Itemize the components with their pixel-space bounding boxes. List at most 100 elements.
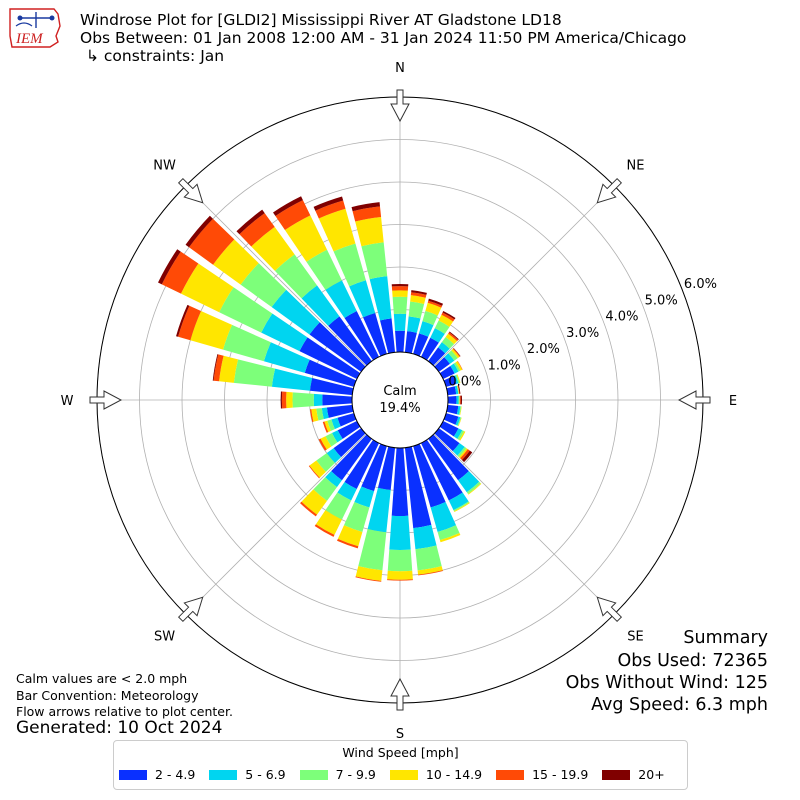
wind-bar-segment bbox=[387, 579, 413, 581]
logo-text: IEM bbox=[15, 31, 44, 47]
wind-bar-segment bbox=[449, 331, 459, 340]
legend-item: 10 - 14.9 bbox=[389, 767, 483, 782]
wind-bar-segment bbox=[318, 438, 327, 451]
direction-label: W bbox=[61, 394, 74, 409]
wind-bar-segment bbox=[223, 324, 271, 362]
wind-bar-segment bbox=[420, 337, 439, 361]
wind-bar-segment bbox=[337, 420, 361, 439]
wind-bar-segment bbox=[318, 208, 356, 252]
wind-bar-segment bbox=[308, 465, 320, 479]
wind-bar-segment bbox=[304, 359, 357, 387]
wind-bar-segment bbox=[271, 289, 320, 335]
wind-bar-segment bbox=[391, 447, 409, 516]
legend-swatch bbox=[299, 769, 328, 780]
wind-bar-segment bbox=[158, 249, 181, 285]
legend-label: 20+ bbox=[638, 767, 665, 782]
wind-bar-segment bbox=[441, 337, 455, 349]
wind-bar-segment bbox=[439, 533, 461, 543]
angular-gridline bbox=[433, 185, 615, 367]
summary-avg-speed: Avg Speed: 6.3 mph bbox=[591, 695, 768, 715]
wind-bar-segment bbox=[344, 310, 380, 361]
wind-bar-segment bbox=[458, 471, 480, 493]
wind-bar-segment bbox=[337, 481, 357, 501]
radial-tick-label: 6.0% bbox=[684, 277, 717, 292]
wind-bar-segment bbox=[455, 374, 460, 384]
wind-bar-segment bbox=[442, 310, 456, 320]
wind-bar-segment bbox=[331, 434, 372, 481]
flow-arrow-icon bbox=[177, 596, 204, 623]
wind-bar-segment bbox=[324, 420, 331, 433]
wind-bar-segment bbox=[261, 313, 308, 352]
bar-convention-note: Bar Convention: Meteorology bbox=[16, 688, 199, 703]
wind-bar-segment bbox=[349, 280, 376, 318]
wind-bar-segment bbox=[236, 209, 265, 235]
wind-bar-segment bbox=[446, 386, 457, 396]
wind-bar-segment bbox=[275, 200, 311, 231]
wind-bar-segment bbox=[161, 251, 199, 294]
wind-bar-segment bbox=[251, 226, 295, 271]
flow-arrow-icon bbox=[390, 677, 410, 711]
wind-bar-segment bbox=[355, 216, 384, 247]
wind-bar-segment bbox=[328, 316, 372, 366]
wind-bar-segment bbox=[315, 200, 346, 219]
wind-bar-segment bbox=[458, 448, 468, 459]
legend-item: 7 - 9.9 bbox=[299, 767, 376, 782]
legend-label: 5 - 6.9 bbox=[245, 767, 286, 782]
wind-bar-segment bbox=[389, 515, 411, 550]
wind-bar-segment bbox=[458, 406, 462, 416]
wind-bar-segment bbox=[190, 310, 233, 350]
wind-bar-segment bbox=[459, 406, 462, 416]
wind-bar-segment bbox=[395, 330, 405, 353]
wind-bar-segment bbox=[430, 502, 457, 532]
wind-bar-segment bbox=[377, 446, 396, 491]
flow-arrow-icon bbox=[89, 390, 123, 410]
wind-bar-segment bbox=[322, 421, 329, 433]
wind-bar-segment bbox=[422, 310, 438, 326]
wind-bar-segment bbox=[314, 524, 335, 537]
legend-item: 5 - 6.9 bbox=[209, 767, 286, 782]
direction-label: E bbox=[729, 394, 737, 409]
direction-label: S bbox=[396, 727, 404, 742]
calm-label: Calm bbox=[383, 384, 416, 399]
legend-label: 2 - 4.9 bbox=[155, 767, 196, 782]
wind-bar-segment bbox=[343, 502, 370, 532]
wind-bar-segment bbox=[415, 545, 442, 571]
legend-label: 10 - 14.9 bbox=[425, 767, 483, 782]
wind-bar-segment bbox=[354, 486, 375, 508]
speed-legend: Wind Speed [mph] 2 - 4.9 5 - 6.9 7 - 9.9 10… bbox=[113, 740, 688, 790]
wind-bar-segment bbox=[430, 328, 445, 343]
wind-bar-segment bbox=[331, 417, 341, 430]
wind-bar-segment bbox=[455, 361, 463, 371]
wind-bar-segment bbox=[456, 374, 461, 384]
wind-bar-segment bbox=[361, 443, 387, 492]
direction-label: NE bbox=[626, 159, 644, 174]
wind-bar-segment bbox=[176, 304, 190, 337]
wind-bar-segment bbox=[301, 285, 340, 326]
wind-bar-segment bbox=[457, 446, 467, 458]
radial-tick-label: 5.0% bbox=[645, 293, 678, 308]
wind-bar-segment bbox=[439, 365, 455, 380]
flow-arrow-note: Flow arrows relative to plot center. bbox=[16, 704, 233, 719]
summary-obs-without-wind: Obs Without Wind: 125 bbox=[565, 673, 768, 693]
wind-bar-segment bbox=[393, 313, 407, 331]
wind-bar-segment bbox=[451, 348, 460, 359]
wind-bar-segment bbox=[452, 443, 465, 456]
radial-tick-label: 1.0% bbox=[488, 358, 521, 373]
wind-bar-segment bbox=[355, 576, 382, 582]
wind-bar-segment bbox=[457, 385, 460, 394]
angular-gridline bbox=[185, 185, 367, 367]
wind-bar-segment bbox=[438, 314, 454, 327]
wind-bar-segment bbox=[358, 528, 387, 571]
wind-bar-segment bbox=[458, 417, 462, 427]
wind-bar-segment bbox=[456, 406, 461, 415]
legend-label: 15 - 19.9 bbox=[532, 767, 589, 782]
wind-bar-segment bbox=[407, 316, 421, 333]
wind-bar-segment bbox=[274, 254, 318, 299]
wind-bar-segment bbox=[461, 450, 473, 463]
wind-bar-segment bbox=[333, 243, 366, 287]
legend-item: 2 - 4.9 bbox=[119, 767, 195, 782]
wind-bar-segment bbox=[447, 395, 457, 405]
wind-bar-segment bbox=[327, 419, 335, 431]
calm-value: 19.4% bbox=[379, 401, 420, 416]
wind-bar-segment bbox=[387, 570, 413, 580]
